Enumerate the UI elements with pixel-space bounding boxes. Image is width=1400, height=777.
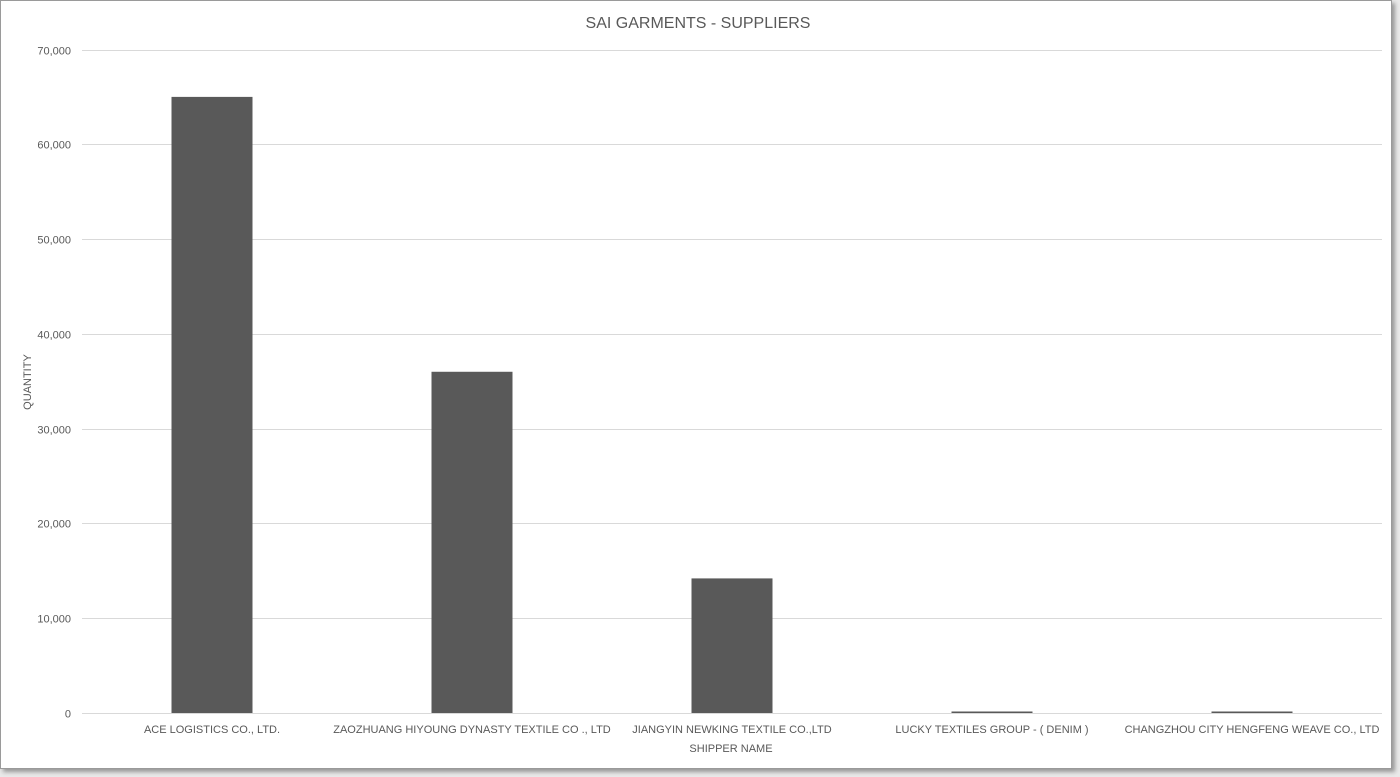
x-axis-label: SHIPPER NAME bbox=[689, 743, 772, 755]
y-axis-ticks: 0 10,000 20,000 30,000 40,000 50,000 60,000 70,… bbox=[37, 46, 71, 721]
bar bbox=[431, 371, 513, 713]
x-tick-label: CHANGZHOU CITY HENGFENG WEAVE CO., LTD bbox=[1125, 724, 1380, 736]
y-tick-label: 40,000 bbox=[37, 330, 71, 342]
y-tick-label: 0 bbox=[65, 709, 71, 721]
y-tick-label: 50,000 bbox=[37, 235, 71, 247]
bar bbox=[1211, 711, 1293, 713]
y-tick-label: 70,000 bbox=[37, 46, 71, 58]
x-axis-ticks: ACE LOGISTICS CO., LTD. ZAOZHUANG HIYOUNG… bbox=[144, 724, 1380, 736]
x-tick-label: ZAOZHUANG HIYOUNG DYNASTY TEXTILE CO ., … bbox=[333, 724, 611, 736]
y-axis-label: QUANTITY bbox=[22, 354, 34, 410]
y-tick-label: 10,000 bbox=[37, 614, 71, 626]
chart-title: SAI GARMENTS - SUPPLIERS bbox=[586, 15, 811, 32]
y-tick-label: 20,000 bbox=[37, 519, 71, 531]
bar bbox=[171, 96, 253, 713]
y-tick-label: 60,000 bbox=[37, 140, 71, 152]
bar bbox=[691, 578, 773, 713]
bar bbox=[951, 711, 1033, 713]
gridlines bbox=[82, 50, 1382, 714]
y-tick-label: 30,000 bbox=[37, 425, 71, 437]
x-tick-label: LUCKY TEXTILES GROUP - ( DENIM ) bbox=[895, 724, 1088, 736]
x-tick-label: JIANGYIN NEWKING TEXTILE CO.,LTD bbox=[632, 724, 832, 736]
bars bbox=[171, 96, 1293, 713]
x-tick-label: ACE LOGISTICS CO., LTD. bbox=[144, 724, 280, 736]
